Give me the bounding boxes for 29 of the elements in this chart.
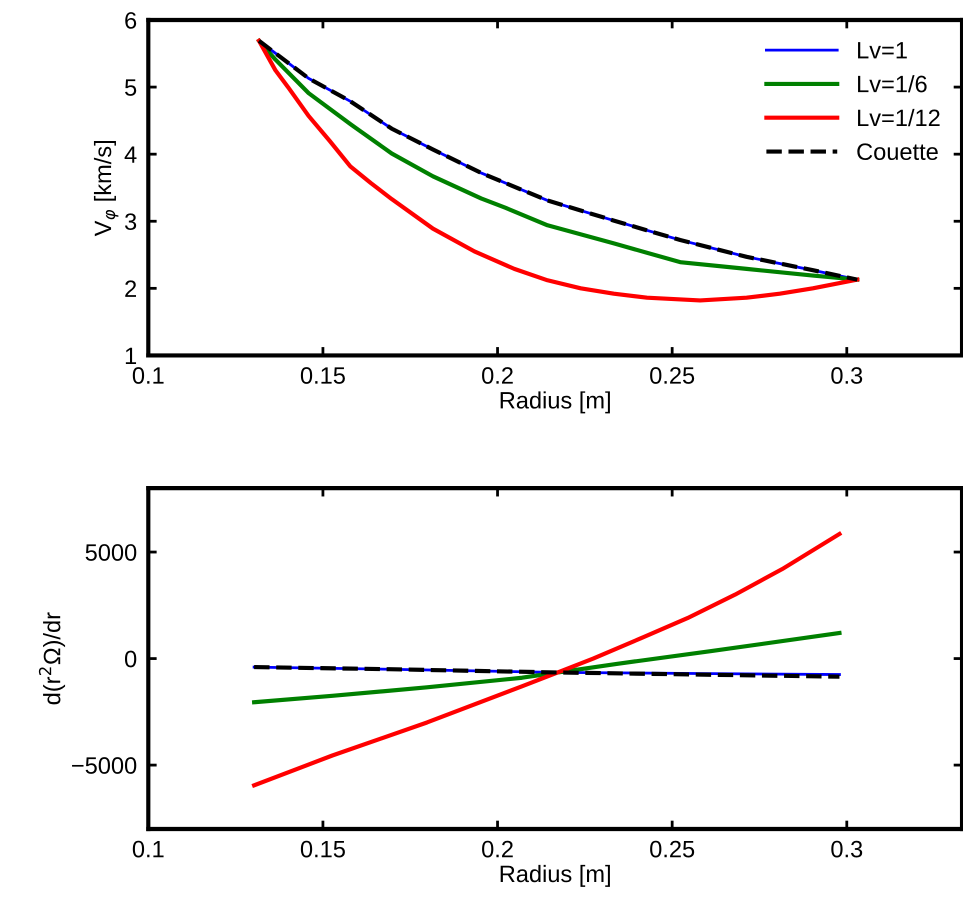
y-tick-label: 5 <box>125 79 136 96</box>
y-axis-title: d(r$^{2}$Ω)/dr <box>38 612 66 704</box>
y-tick-label: 0 <box>124 650 136 668</box>
x-axis-title: Radius [m] <box>500 864 610 887</box>
x-tick-label: 0.15 <box>300 840 345 858</box>
y-tick-label: 4 <box>124 146 136 163</box>
legend-label: Couette <box>857 143 938 160</box>
x-tick-label: 0.25 <box>650 367 694 384</box>
line-series <box>252 630 842 704</box>
x-tick-label: 0.3 <box>831 840 862 858</box>
x-tick-label: 0.1 <box>132 840 164 858</box>
legend-label: Lv=1/12 <box>858 108 940 126</box>
y-tick-label: 6 <box>125 12 136 29</box>
x-tick-label: 0.1 <box>132 367 164 384</box>
y-axis-title: V$_{φ}$ [km/s] <box>94 140 118 236</box>
x-axis-title: Radius [m] <box>500 391 610 414</box>
y-tick-label: 2 <box>125 280 136 297</box>
x-tick-label: 0.2 <box>482 840 513 858</box>
x-tick-label: 0.3 <box>831 367 862 384</box>
x-tick-label: 0.2 <box>482 367 513 384</box>
legend-label: Lv=1/6 <box>858 75 927 92</box>
y-tick-label: 5000 <box>86 544 136 561</box>
y-tick-label: −5000 <box>72 757 136 774</box>
legend-label: Lv=1 <box>858 42 907 58</box>
y-tick-label: 1 <box>126 348 136 364</box>
line-series <box>252 532 842 788</box>
x-tick-label: 0.15 <box>300 367 345 384</box>
x-tick-label: 0.25 <box>650 840 694 858</box>
y-tick-label: 3 <box>124 213 136 230</box>
